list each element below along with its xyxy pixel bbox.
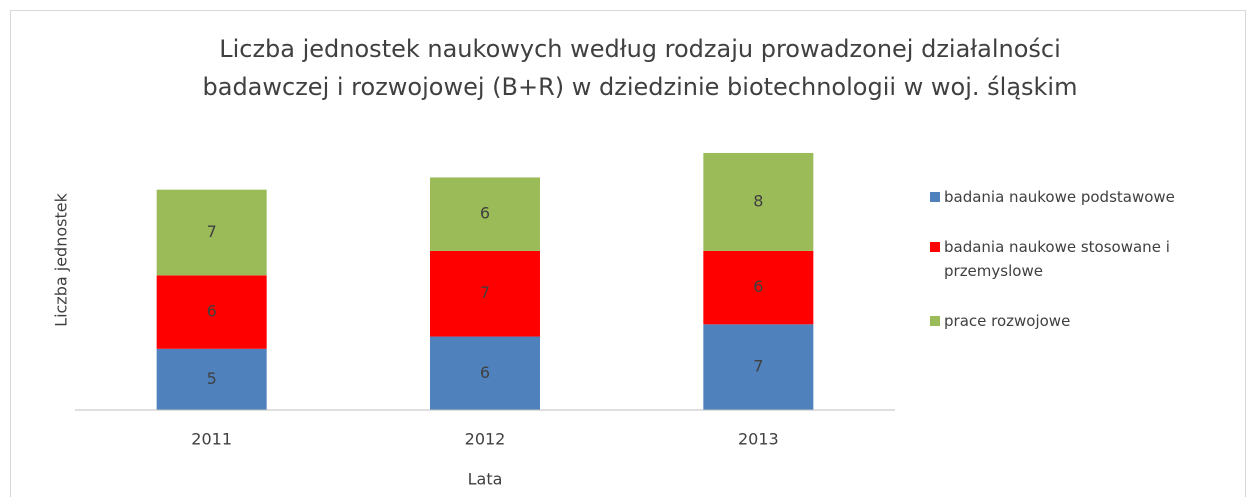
legend-item: badania naukowe stosowane i przemyslowe	[930, 235, 1230, 283]
legend-swatch	[930, 192, 940, 202]
bar-segment	[430, 177, 540, 251]
legend-label: badania naukowe podstawowe	[944, 188, 1175, 206]
data-label: 7	[207, 222, 217, 241]
bar-segment	[156, 275, 267, 349]
x-axis-label: Lata	[468, 470, 503, 489]
data-label: 6	[480, 363, 490, 382]
legend-label: prace rozwojowe	[944, 312, 1071, 330]
chart-frame	[10, 10, 1246, 497]
y-axis-label: Liczba jednostek	[52, 192, 71, 326]
legend-swatch	[930, 242, 940, 252]
legend-swatch	[930, 316, 940, 326]
x-tick-label: 2012	[465, 430, 506, 449]
x-tick-label: 2011	[191, 430, 232, 449]
data-label: 5	[207, 369, 217, 388]
data-label: 6	[753, 277, 763, 296]
data-label: 7	[480, 283, 490, 302]
x-tick-label: 2013	[738, 430, 779, 449]
bar-segment	[156, 189, 267, 276]
data-label: 7	[753, 357, 763, 376]
data-label: 8	[753, 191, 763, 210]
legend: badania naukowe podstawowe badania naukow…	[930, 185, 1230, 359]
bar-segment	[156, 348, 267, 410]
bar-segment	[703, 250, 814, 325]
legend-item: badania naukowe podstawowe	[930, 185, 1230, 209]
bar-segment	[430, 250, 540, 337]
data-label: 6	[207, 302, 217, 321]
bar-segment	[703, 324, 814, 410]
chart-title: Liczba jednostek naukowych według rodzaj…	[202, 35, 1078, 101]
bar-segment	[703, 152, 814, 251]
legend-label: badania naukowe stosowane i przemyslowe	[944, 238, 1170, 280]
data-label: 6	[480, 204, 490, 223]
bar-segment	[430, 336, 540, 410]
legend-item: prace rozwojowe	[930, 309, 1230, 333]
